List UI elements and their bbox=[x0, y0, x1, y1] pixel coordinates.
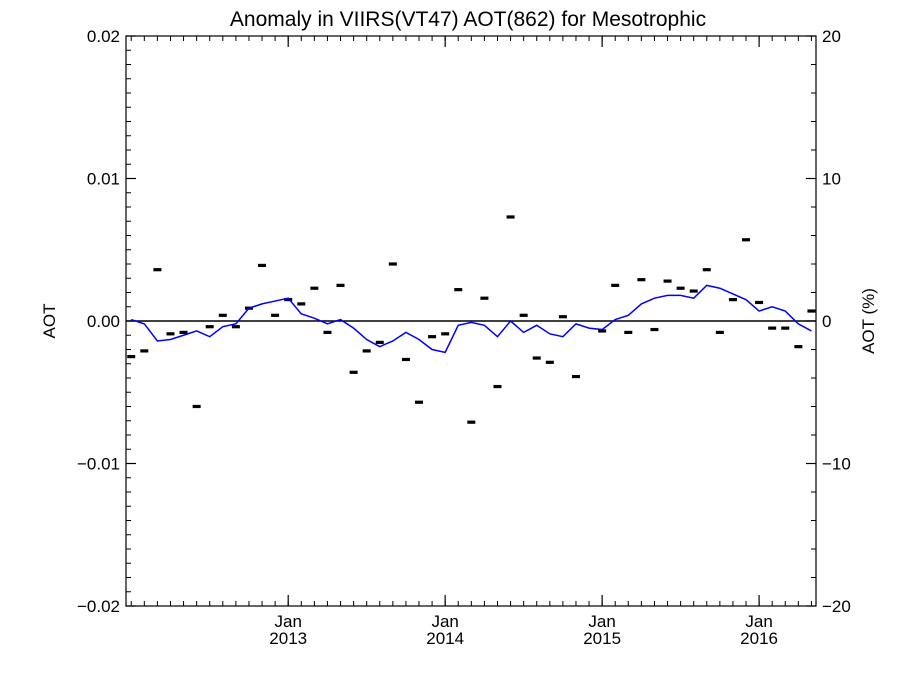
anomaly-point bbox=[728, 298, 737, 302]
anomaly-point bbox=[519, 313, 528, 317]
anomaly-point bbox=[310, 286, 319, 290]
smoothed-line bbox=[130, 284, 812, 354]
anomaly-point bbox=[441, 332, 450, 336]
anomaly-point bbox=[218, 313, 227, 317]
x-tick-label-month: Jan bbox=[431, 612, 458, 631]
y2-tick-label: 20 bbox=[822, 27, 841, 46]
x-tick-label-year: 2014 bbox=[426, 629, 464, 648]
anomaly-point bbox=[598, 329, 607, 333]
anomaly-point bbox=[571, 374, 580, 379]
anomaly-point bbox=[192, 404, 201, 409]
anomaly-point bbox=[637, 278, 646, 282]
anomaly-point bbox=[493, 384, 502, 389]
anomaly-point bbox=[284, 298, 293, 302]
y2-tick-label: −10 bbox=[822, 455, 851, 474]
anomaly-point bbox=[480, 296, 489, 300]
smoothed-line-group bbox=[130, 284, 812, 354]
y2-tick-label: 0 bbox=[822, 312, 831, 331]
x-tick-label-year: 2016 bbox=[740, 629, 778, 648]
anomaly-point bbox=[715, 330, 724, 334]
anomaly-point bbox=[375, 340, 384, 344]
chart-title: Anomaly in VIIRS(VT47) AOT(862) for Meso… bbox=[230, 8, 706, 31]
anomaly-point bbox=[428, 335, 437, 339]
anomaly-point bbox=[807, 309, 816, 313]
anomaly-point bbox=[297, 302, 306, 306]
y-tick-label: 0.00 bbox=[87, 312, 120, 331]
x-tick-label-year: 2013 bbox=[269, 629, 307, 648]
anomaly-point bbox=[624, 330, 633, 334]
anomaly-point bbox=[258, 263, 267, 268]
axis-ticks: 0.020.010.00−0.01−0.0220100−10−20Jan2013… bbox=[77, 27, 851, 648]
anomaly-point bbox=[349, 370, 358, 374]
y-axis-label: AOT bbox=[40, 304, 59, 339]
anomaly-point bbox=[676, 286, 685, 290]
anomaly-point bbox=[794, 345, 803, 349]
anomaly-point bbox=[650, 327, 659, 332]
anomaly-point bbox=[532, 356, 541, 360]
anomaly-point bbox=[140, 349, 149, 353]
anomaly-point bbox=[179, 330, 188, 334]
y-tick-label: −0.02 bbox=[77, 597, 120, 616]
anomaly-point bbox=[401, 357, 410, 362]
anomaly-point bbox=[362, 349, 371, 353]
x-tick-label-month: Jan bbox=[274, 612, 301, 631]
anomaly-point bbox=[153, 268, 162, 272]
y2-tick-label: 10 bbox=[822, 170, 841, 189]
anomaly-point bbox=[323, 330, 332, 334]
y-tick-label: 0.01 bbox=[87, 170, 120, 189]
x-tick-label-month: Jan bbox=[745, 612, 772, 631]
anomaly-point bbox=[467, 420, 476, 424]
anomaly-point bbox=[231, 325, 240, 329]
anomaly-point bbox=[166, 332, 175, 336]
anomaly-point bbox=[663, 279, 672, 283]
anomaly-point bbox=[127, 355, 136, 359]
anomaly-point bbox=[506, 215, 515, 219]
anomaly-point bbox=[558, 315, 567, 319]
y2-tick-label: −20 bbox=[822, 597, 851, 616]
x-tick-label-month: Jan bbox=[588, 612, 615, 631]
anomaly-point bbox=[415, 400, 424, 404]
anomaly-point bbox=[689, 289, 698, 293]
anomaly-points bbox=[127, 215, 816, 424]
y2-axis-label: AOT (%) bbox=[859, 288, 878, 354]
anomaly-point bbox=[454, 288, 463, 292]
anomaly-point bbox=[755, 300, 764, 305]
anomaly-point bbox=[702, 268, 711, 272]
anomaly-point bbox=[611, 283, 620, 287]
anomaly-point bbox=[271, 313, 280, 317]
anomaly-point bbox=[545, 360, 554, 364]
anomaly-point bbox=[205, 325, 214, 329]
anomaly-point bbox=[781, 326, 790, 330]
y-tick-label: −0.01 bbox=[77, 455, 120, 474]
anomaly-point bbox=[742, 238, 751, 242]
anomaly-point bbox=[336, 283, 345, 287]
y-tick-label: 0.02 bbox=[87, 27, 120, 46]
x-tick-label-year: 2015 bbox=[583, 629, 621, 648]
anomaly-point bbox=[768, 326, 777, 330]
anomaly-point bbox=[388, 262, 397, 266]
